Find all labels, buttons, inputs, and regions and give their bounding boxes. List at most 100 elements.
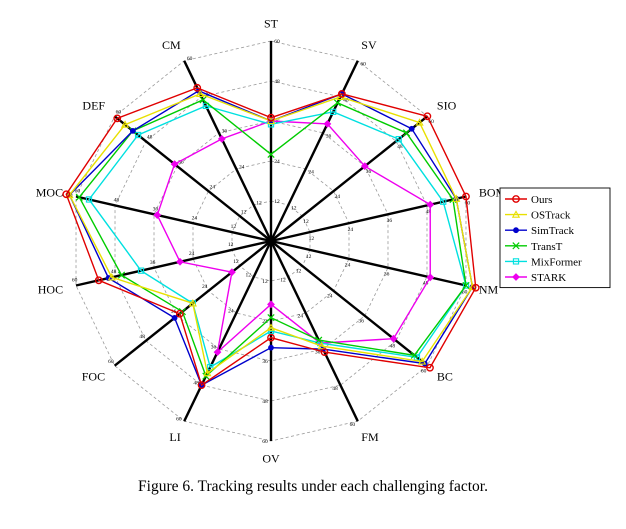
point-ours-st [267, 113, 275, 122]
point-ostrack-def [120, 120, 130, 128]
legend-marker-ours [512, 195, 520, 203]
grid-ring-36 [153, 120, 389, 362]
point-stark-sv [323, 119, 332, 128]
tick-label: 12 [309, 236, 315, 242]
tick-label: 12 [291, 206, 297, 212]
legend-label-simtrack: SimTrack [531, 225, 574, 237]
point-simtrack-ov [268, 344, 274, 351]
tick-label: 48 [193, 381, 199, 387]
point-ostrack-sio [415, 118, 424, 126]
tick-label: 24 [327, 294, 333, 300]
tick-label: 48 [147, 135, 153, 141]
axis-label-moc: MOC [36, 186, 63, 200]
point-transt-cm [199, 96, 207, 104]
legend-marker-ostrack [511, 210, 521, 218]
tick-label: 12 [262, 279, 268, 285]
tick-label: 60 [262, 439, 268, 445]
point-transt-sio [402, 129, 411, 137]
axis-label-fm: FM [361, 430, 379, 444]
axis-li [183, 240, 273, 422]
tick-label: 48 [111, 269, 117, 275]
point-mixformer-li [207, 363, 214, 371]
tick-label: 36 [178, 159, 184, 165]
tick-label: 48 [274, 79, 280, 85]
legend: Ours OSTrack SimTrack TransT MixFormer STARK [499, 187, 611, 289]
axis-layer: 12 24 36 48 60 ST 12 24 36 48 60 SV 12 24 36 48 60 SIO 12 2… [36, 17, 507, 466]
tick-label: 48 [397, 144, 403, 150]
tick-label: 36 [150, 260, 156, 266]
axis-moc [75, 195, 272, 243]
point-transt-hoc [117, 271, 126, 279]
tick-label: 60 [465, 200, 471, 206]
axis-label-sio: SIO [437, 98, 457, 112]
legend-label-mixformer: MixFormer [531, 256, 582, 268]
tick-label: 60 [428, 119, 434, 125]
tick-label: 48 [114, 198, 120, 204]
series-line-ours [65, 87, 477, 387]
point-ours-hoc [94, 276, 103, 285]
point-stark-li [213, 348, 222, 357]
point-ours-cm [193, 83, 202, 92]
point-mixformer-bc [413, 354, 421, 361]
point-ours-ov [267, 333, 275, 342]
point-transt-fm [315, 336, 323, 344]
tick-label: 48 [390, 343, 396, 349]
point-ostrack-moc [65, 190, 74, 199]
point-transt-sv [333, 99, 342, 107]
axis-label-hoc: HOC [38, 282, 63, 296]
figure-caption: Figure 6. Tracking results under each ch… [138, 478, 488, 495]
point-stark-hoc [176, 257, 184, 266]
axis-label-bc: BC [437, 370, 453, 384]
point-ostrack-ov [266, 323, 276, 331]
tick-label: 12 [280, 278, 286, 284]
tick-label: 60 [274, 39, 280, 45]
point-ostrack-bom [452, 194, 461, 202]
point-mixformer-hoc [137, 267, 145, 274]
tick-label: 48 [139, 334, 145, 340]
tick-label: 60 [108, 359, 114, 365]
legend-marker-mixformer [512, 258, 520, 265]
point-simtrack-foc [171, 314, 178, 321]
tick-label: 12 [274, 199, 280, 205]
series-ostrack [65, 89, 477, 377]
axis-label-cm: CM [162, 38, 181, 52]
point-transt-st [267, 150, 275, 158]
tick-label: 24 [274, 159, 280, 165]
tick-label: 24 [262, 319, 268, 325]
tick-label: 36 [387, 218, 393, 224]
tick-label: 24 [192, 215, 198, 221]
point-stark-bom [426, 200, 435, 209]
point-mixformer-sio [395, 136, 402, 143]
point-stark-cm [217, 134, 226, 143]
point-ours-nm [471, 283, 480, 292]
axis-label-nm: NM [479, 282, 499, 296]
legend-label-transt: TransT [531, 241, 563, 253]
axis-label-foc: FOC [82, 370, 105, 384]
tick-label: 36 [171, 309, 177, 315]
legend-label-ostrack: OSTrack [531, 210, 571, 222]
point-mixformer-bom [440, 198, 447, 205]
axis-nm [270, 239, 467, 287]
tick-label: 12 [256, 200, 262, 206]
legend-label-stark: STARK [531, 272, 566, 284]
point-transt-nm [462, 281, 470, 290]
point-ours-li [197, 381, 206, 390]
axis-label-st: ST [264, 17, 279, 31]
series-line-mixformer [88, 105, 467, 369]
point-stark-foc [228, 268, 236, 277]
point-ours-foc [175, 309, 184, 318]
point-stark-bc [389, 334, 398, 343]
point-ostrack-cm [195, 89, 205, 97]
point-transt-ov [267, 314, 275, 322]
tick-label: 12 [241, 209, 247, 215]
tick-label: 36 [153, 206, 159, 212]
axis-label-ov: OV [262, 451, 280, 465]
point-ours-bom [462, 192, 470, 201]
tick-label: 60 [72, 278, 78, 284]
tick-label: 60 [116, 110, 122, 116]
tick-label: 12 [303, 219, 309, 225]
tick-label: 60 [187, 56, 193, 62]
legend-marker-simtrack [513, 227, 519, 234]
axis-bc [270, 240, 429, 367]
tick-label: 60 [462, 289, 468, 295]
